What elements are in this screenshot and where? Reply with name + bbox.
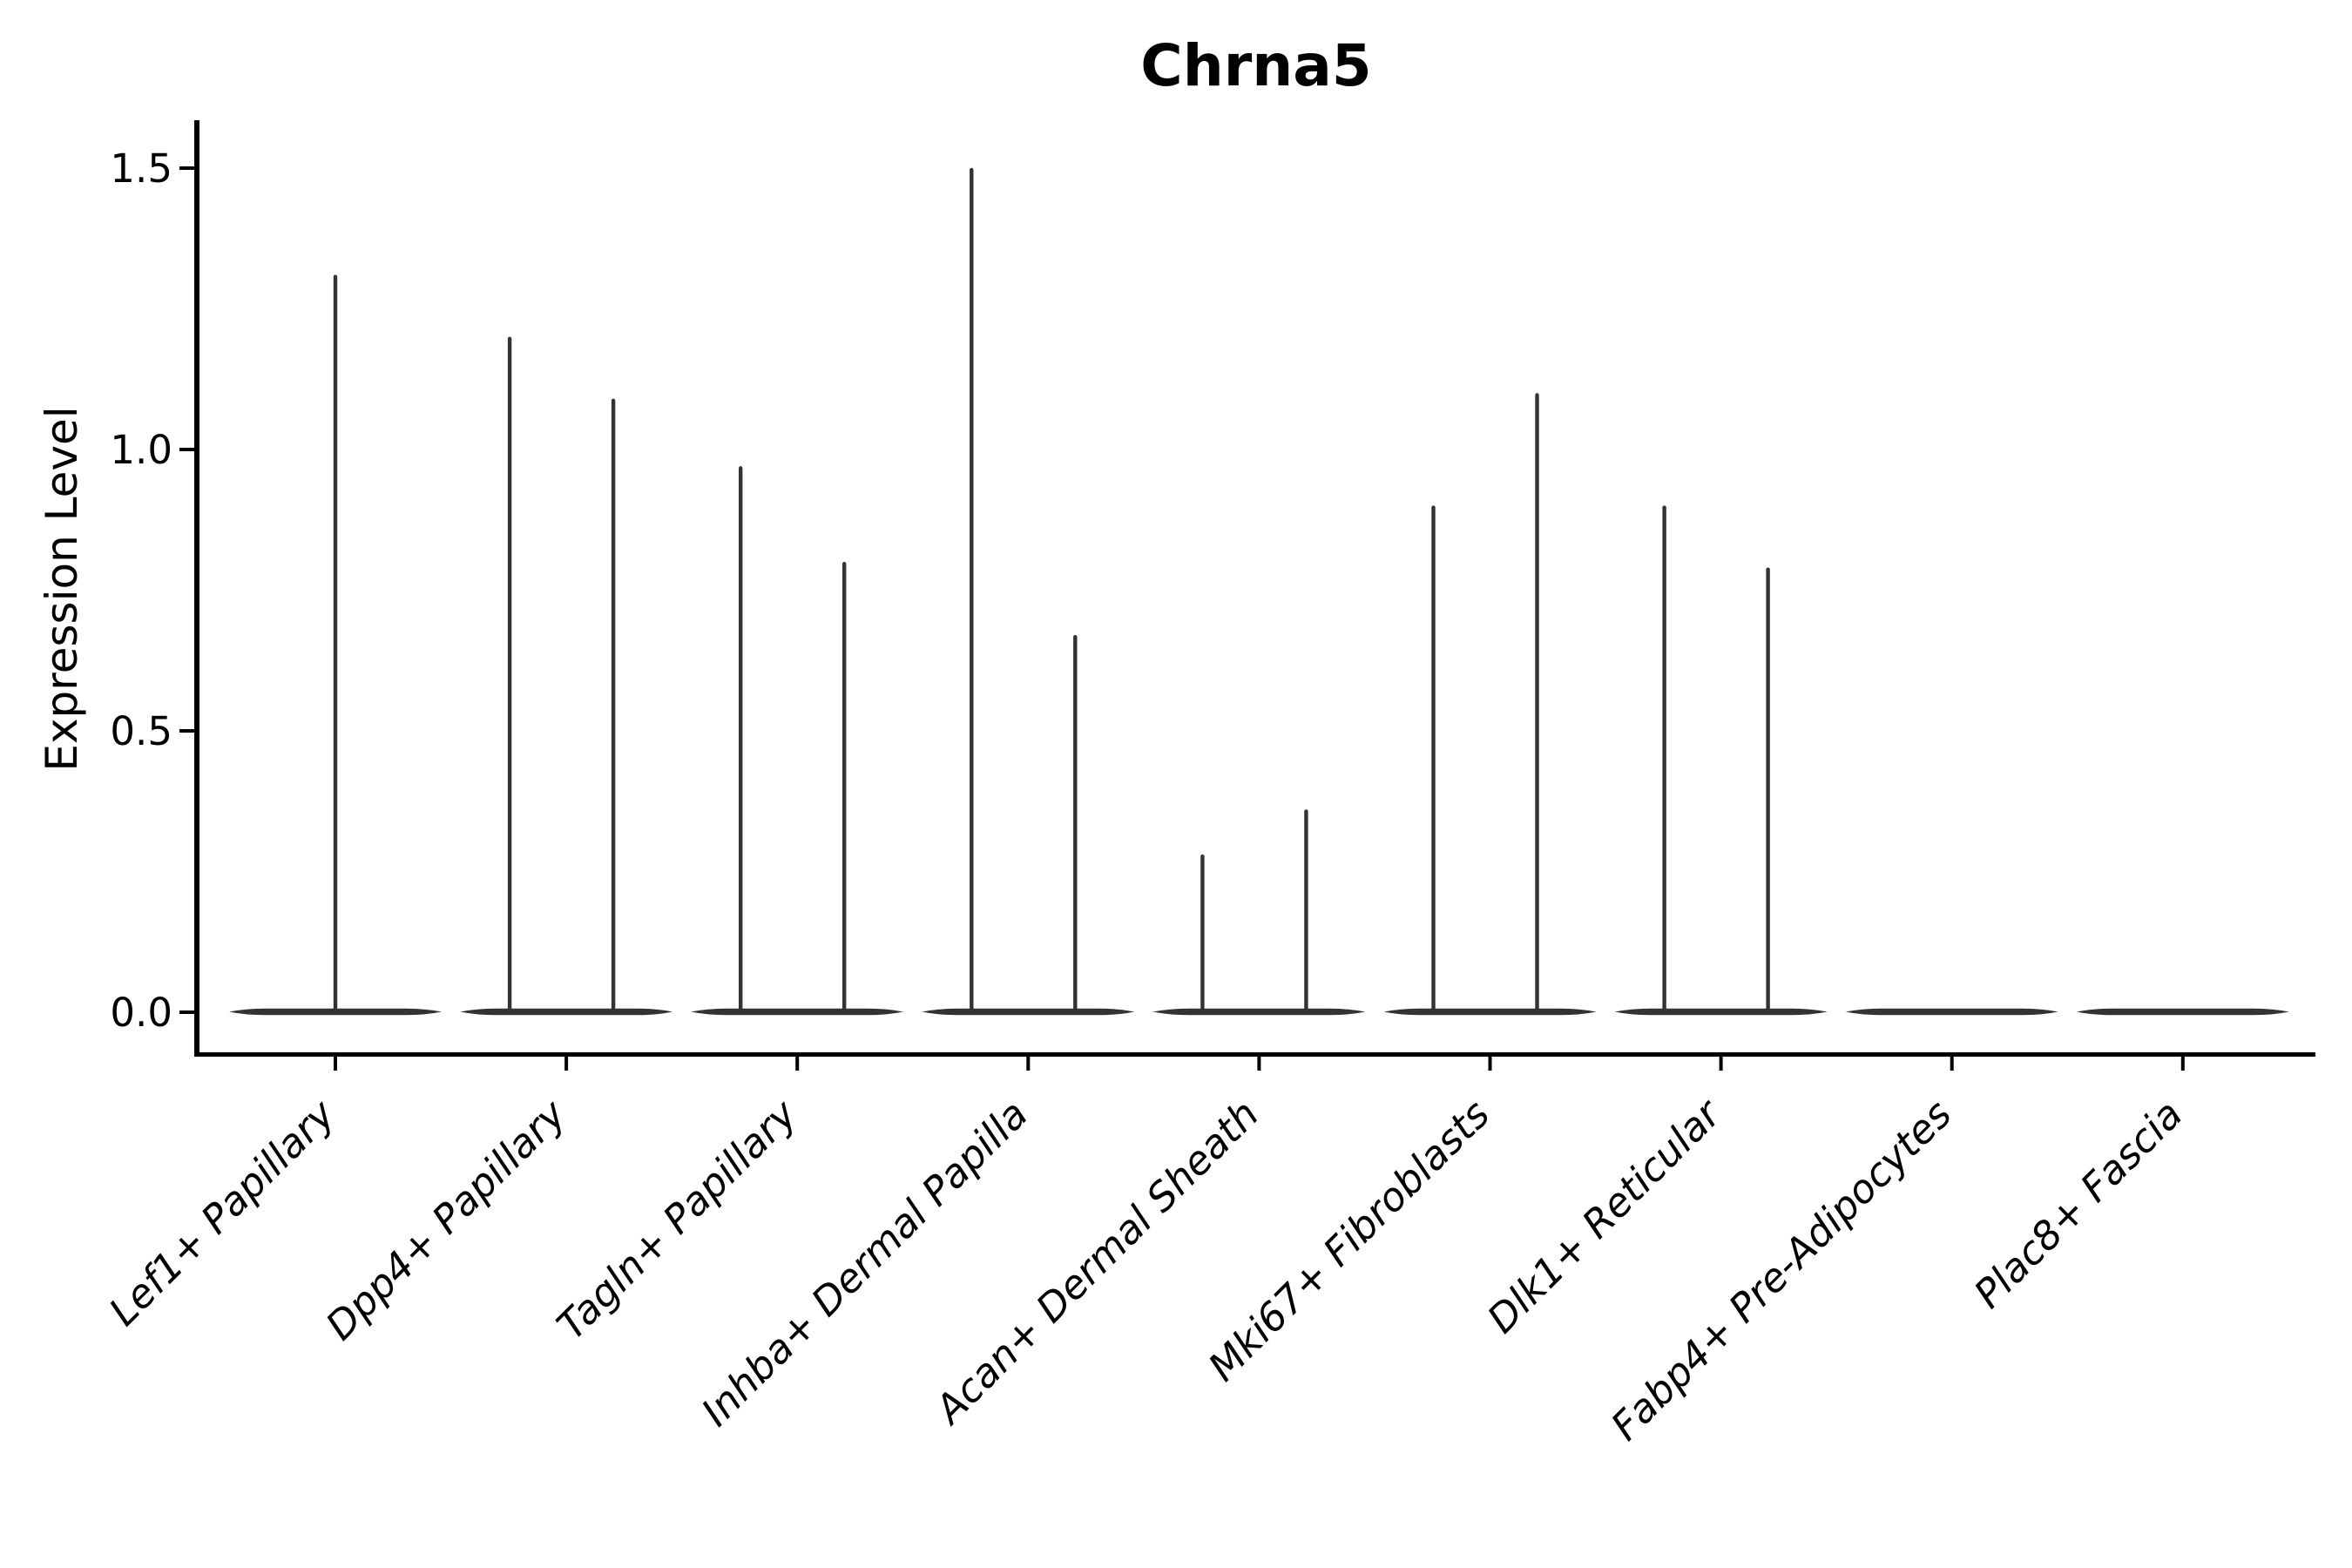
y-tick-label: 1.0 [110, 427, 172, 473]
x-axis-ticks [334, 1057, 2185, 1071]
violin-base [1152, 1008, 1366, 1016]
x-tick-label: Dpp4+ Papillary [317, 1090, 576, 1348]
violins-group [229, 167, 2289, 1016]
violin [1845, 1008, 2058, 1016]
y-tick-label: 0.5 [110, 708, 172, 754]
y-axis-ticks: 0.0 0.5 1.0 1.5 [110, 145, 194, 1036]
violin [229, 274, 442, 1016]
violin-base [1383, 1008, 1597, 1016]
y-tick-label: 1.5 [110, 145, 172, 192]
violin [1383, 393, 1597, 1016]
violin-base [1845, 1008, 2058, 1016]
plot-title: Chrna5 [1140, 32, 1371, 99]
violin-base [2076, 1008, 2289, 1016]
violin [922, 167, 1135, 1016]
violin-base [922, 1008, 1135, 1016]
violin [691, 466, 904, 1016]
violin [460, 336, 673, 1016]
y-tick-label: 0.0 [110, 990, 172, 1036]
x-tick-label: Plac8+ Fascia [1965, 1091, 2192, 1317]
violin [1152, 809, 1366, 1016]
violin-base [691, 1008, 904, 1016]
violin-base [460, 1008, 673, 1016]
x-tick-label: Lef1+ Papillary [100, 1090, 345, 1335]
y-axis-label: Expression Level [37, 406, 87, 771]
x-tick-label: Dlk1+ Reticular [1478, 1090, 1731, 1342]
violin-base [1614, 1008, 1828, 1016]
violin [1614, 505, 1828, 1016]
violin [2076, 1008, 2289, 1016]
x-tick-label: Tagln+ Papillary [548, 1090, 807, 1348]
